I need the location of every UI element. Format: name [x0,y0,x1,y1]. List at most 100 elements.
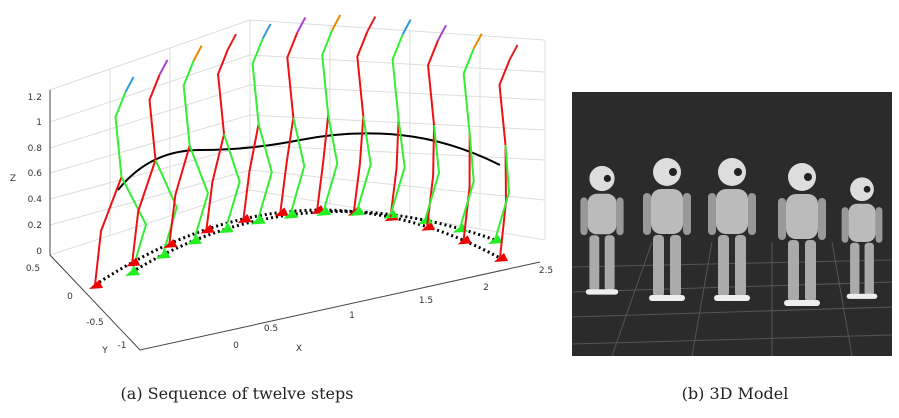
leg-red [131,159,157,263]
caption-b: (b) 3D Model [681,384,789,403]
caption-a: (a) Sequence of twelve steps [120,384,354,403]
z-tick-label: 0.2 [28,221,42,231]
torso [391,34,404,120]
head [508,44,519,61]
leg-red [316,114,330,211]
z-axis-label: Z [10,174,16,184]
torso [321,29,334,116]
leg-green [256,123,273,221]
x-tick-label: 0.5 [264,324,278,334]
leg-red [352,116,365,212]
robot-leg [735,235,746,297]
robot-arm [643,193,651,235]
robot-foot [649,295,685,301]
robot-eye [669,168,677,176]
robot-foot [585,289,619,295]
leg-red [205,133,226,230]
robot [841,177,883,299]
robot-render [572,92,892,356]
robot-head [653,158,681,186]
y-tick-label: -1 [118,341,127,351]
robot-body [786,194,818,239]
robot-foot [784,300,820,306]
robot-arm [778,198,786,240]
y-tick-label: 0.5 [26,264,40,274]
head [227,33,237,50]
head [331,14,342,31]
head [124,76,135,93]
robot-arm [683,193,691,235]
robot-leg [805,240,816,302]
robot-arm [748,193,756,235]
y-tick-label: 0 [67,292,73,302]
z-tick-label: 0 [36,247,42,257]
head [296,17,307,33]
robot-eye [804,173,812,181]
robot-eye [603,174,611,183]
robot-foot [714,295,750,301]
robot-leg [718,235,729,297]
x-tick-label: 2.5 [539,266,553,276]
torso [286,32,299,118]
leg-green [322,114,339,213]
foot-path-inner [131,210,496,274]
robot-eye [863,185,871,193]
robot-arm [818,198,826,240]
robot-leg [653,235,664,297]
torso [251,38,264,125]
x-tick-label: 0 [233,341,239,351]
robot-body [651,189,683,234]
head [472,33,483,50]
robot [778,163,826,306]
torso [356,31,369,117]
floor-grid [572,241,892,356]
robot-body [848,203,876,242]
robot-arm [875,207,883,243]
head [192,45,203,62]
robot-body [716,189,748,234]
plot-box [49,19,546,256]
robots [580,158,883,306]
torso [427,39,439,126]
walking-sequence [89,14,519,289]
robot-body [587,193,617,235]
robot-leg [850,242,860,296]
leg-green [424,125,440,221]
head [366,16,377,33]
x-tick-label: 1 [349,311,355,321]
leg-red [168,145,191,245]
leg-red [279,117,295,213]
robot-head [788,163,816,191]
torso [148,74,161,160]
robot-leg [604,235,615,291]
robot-leg [589,235,600,291]
com-trajectory [117,132,501,191]
robot-leg [670,235,681,297]
robot-leg [864,242,874,296]
leg-red [94,176,123,286]
robot-arm [580,197,588,236]
tick-labels: 0 0.2 0.4 0.6 0.8 1 1.2 0.5 0 -0.5 -1 0 0.5 1 1.5 2 2.5 Z… [10,93,553,356]
y-axis-label: Y [101,346,108,356]
robot-foot [846,293,878,299]
robot-arm [616,197,624,236]
leg-red [499,144,508,259]
leg-green [223,133,241,230]
leg-green [188,145,210,241]
robot [708,158,756,301]
z-tick-label: 1.2 [28,93,42,103]
x-tick-label: 2 [483,283,489,293]
leg-red [389,119,400,218]
robot-leg [788,240,799,302]
robot [643,158,691,301]
robot-head [718,158,746,186]
robot-arm [708,193,716,235]
leg-red [426,125,436,227]
torso [217,48,229,135]
leg-green [355,116,372,213]
robot-arm [841,207,849,243]
torso [114,91,127,178]
x-axis-label: X [296,344,302,354]
z-tick-label: 0.6 [28,169,43,179]
x-tick-label: 1.5 [419,296,433,306]
